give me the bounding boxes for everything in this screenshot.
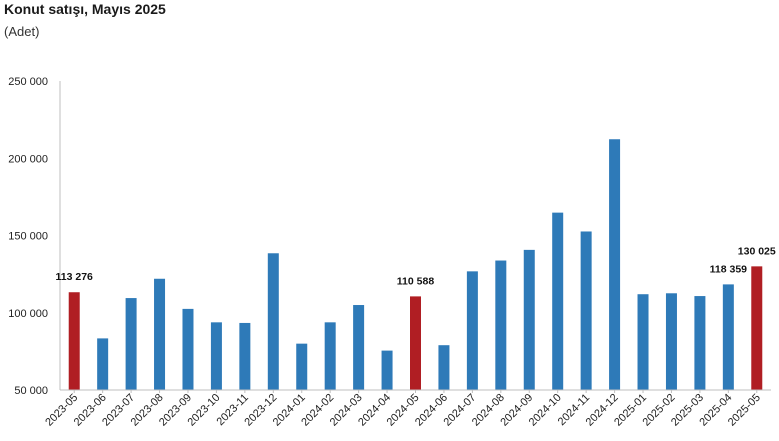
bar-2025-01 bbox=[637, 294, 649, 390]
chart-title: Konut satışı, Mayıs 2025 bbox=[4, 1, 166, 17]
bar-2023-07 bbox=[125, 298, 137, 390]
bar-2025-02 bbox=[665, 293, 677, 390]
bar-2024-07 bbox=[466, 271, 478, 390]
bar-2024-01 bbox=[296, 343, 308, 390]
bar-2024-04 bbox=[381, 350, 393, 390]
bar-2025-04 bbox=[722, 284, 734, 390]
bar-2024-02 bbox=[324, 322, 336, 390]
bar-2023-11 bbox=[239, 322, 251, 390]
bar-2023-05 bbox=[68, 292, 80, 390]
data-label-2024-05: 110 588 bbox=[397, 275, 435, 287]
bar-2025-03 bbox=[694, 296, 706, 390]
bar-2024-08 bbox=[495, 260, 507, 390]
data-label-2025-04: 118 359 bbox=[710, 263, 748, 275]
bar-2024-12 bbox=[609, 139, 621, 390]
bar-2024-05 bbox=[410, 296, 421, 390]
bar-2025-05 bbox=[751, 266, 763, 390]
y-tick-label: 150 000 bbox=[8, 231, 48, 243]
data-label-2025-05: 130 025 bbox=[738, 245, 776, 257]
y-tick-label: 50 000 bbox=[14, 385, 48, 397]
bar-2023-09 bbox=[182, 308, 194, 390]
bar-2024-10 bbox=[552, 212, 564, 390]
bar-2023-06 bbox=[97, 338, 109, 390]
y-tick-label: 200 000 bbox=[8, 153, 48, 165]
data-label-2023-05: 113 276 bbox=[56, 271, 94, 283]
data-labels: 113 276 110 588 118 359 130 025 bbox=[56, 245, 776, 287]
x-axis: 2023-052023-062023-072023-082023-092023-… bbox=[43, 389, 771, 429]
chart-subtitle: (Adet) bbox=[4, 24, 40, 39]
bar-2024-03 bbox=[353, 305, 365, 390]
y-tick-label: 250 000 bbox=[8, 76, 48, 88]
bar-2024-11 bbox=[580, 231, 592, 390]
bar-2024-09 bbox=[523, 249, 535, 390]
y-tick-label: 100 000 bbox=[8, 308, 48, 320]
bar-2024-06 bbox=[438, 345, 450, 390]
bar-2023-10 bbox=[210, 322, 222, 390]
y-axis: 50 000 100 000 150 000 200 000 250 000 bbox=[8, 76, 61, 397]
bar-2023-12 bbox=[267, 253, 279, 390]
bar-2023-08 bbox=[154, 278, 166, 390]
bars bbox=[68, 139, 763, 390]
